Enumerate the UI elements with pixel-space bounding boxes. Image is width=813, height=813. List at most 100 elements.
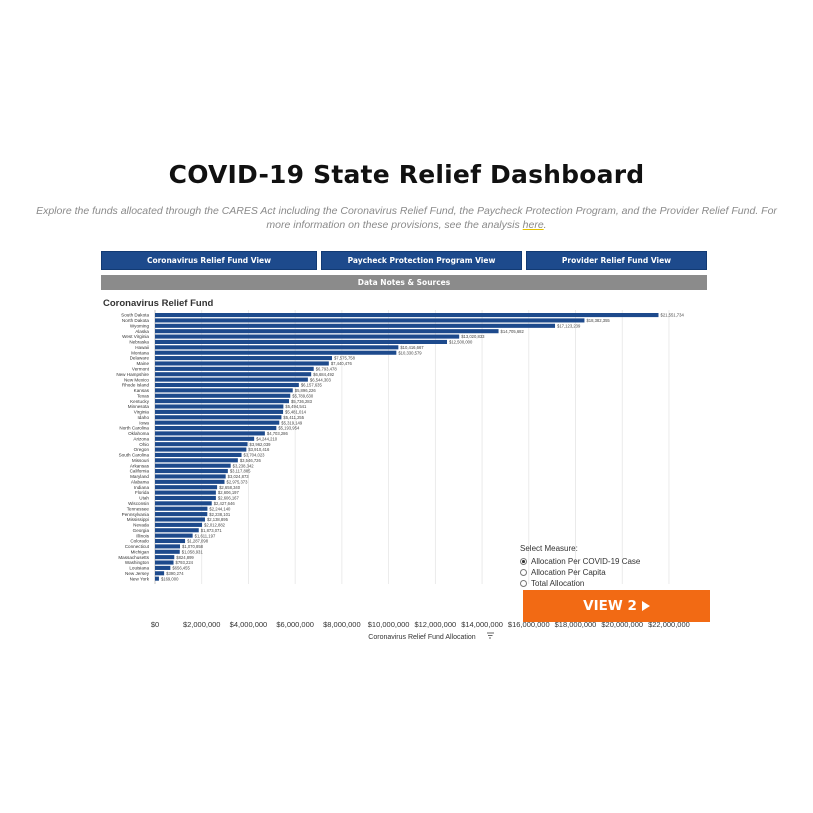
x-tick-label: $6,000,000 bbox=[276, 620, 314, 629]
value-label: $2,238,101 bbox=[209, 512, 231, 517]
bar bbox=[155, 517, 205, 522]
x-tick-label: $14,000,000 bbox=[461, 620, 503, 629]
x-axis-title: Coronavirus Relief Fund Allocation bbox=[368, 634, 475, 641]
radio-icon[interactable] bbox=[520, 580, 527, 587]
bar bbox=[155, 447, 247, 452]
bar bbox=[155, 506, 208, 511]
category-label: North Carolina bbox=[119, 426, 149, 431]
measure-option-per-case[interactable]: Allocation Per COVID-19 Case bbox=[520, 556, 640, 567]
value-label: $6,684,492 bbox=[313, 372, 335, 377]
bar bbox=[155, 549, 180, 554]
bar bbox=[155, 420, 280, 425]
ppp-view-button[interactable]: Paycheck Protection Program View bbox=[321, 251, 522, 270]
bar bbox=[155, 560, 174, 565]
bar bbox=[155, 544, 181, 549]
category-label: Rhode Island bbox=[122, 383, 150, 388]
bar bbox=[155, 361, 329, 366]
bar bbox=[155, 372, 312, 377]
subtitle-end: . bbox=[543, 219, 547, 231]
value-label: $2,606,167 bbox=[218, 496, 240, 501]
category-label: New Jersey bbox=[125, 571, 150, 576]
measure-selector: Select Measure: Allocation Per COVID-19 … bbox=[520, 544, 640, 589]
bar bbox=[155, 452, 242, 457]
category-label: California bbox=[130, 469, 150, 474]
category-label: Pennsylvania bbox=[122, 512, 150, 517]
value-label: $656,455 bbox=[172, 566, 190, 571]
value-label: $12,500,000 bbox=[449, 340, 473, 345]
category-label: Maine bbox=[136, 361, 149, 366]
value-label: $2,012,882 bbox=[204, 523, 226, 528]
prf-view-button[interactable]: Provider Relief Fund View bbox=[526, 251, 707, 270]
bar bbox=[155, 538, 186, 544]
bar bbox=[155, 528, 199, 533]
value-label: $3,546,726 bbox=[240, 458, 262, 463]
value-label: $1,287,098 bbox=[187, 539, 209, 544]
bar bbox=[155, 356, 332, 361]
value-label: $10,416,667 bbox=[400, 345, 424, 350]
bar bbox=[155, 409, 284, 414]
bar bbox=[155, 458, 238, 463]
bar bbox=[155, 533, 193, 538]
category-label: Idaho bbox=[138, 415, 150, 420]
x-tick-label: $10,000,000 bbox=[368, 620, 410, 629]
bar bbox=[155, 495, 216, 501]
value-label: $5,896,226 bbox=[295, 388, 317, 393]
category-label: Michigan bbox=[131, 549, 150, 554]
measure-option-total[interactable]: Total Allocation bbox=[520, 578, 640, 589]
value-label: $1,058,931 bbox=[182, 549, 204, 554]
bar bbox=[155, 425, 277, 431]
value-label: $2,427,646 bbox=[214, 501, 236, 506]
value-label: $5,736,283 bbox=[291, 399, 313, 404]
x-tick-label: $20,000,000 bbox=[601, 620, 643, 629]
radio-icon[interactable] bbox=[520, 569, 527, 576]
x-tick-label: $8,000,000 bbox=[323, 620, 361, 629]
bar bbox=[155, 366, 314, 371]
data-notes-button[interactable]: Data Notes & Sources bbox=[101, 275, 707, 290]
category-label: Wyoming bbox=[130, 323, 150, 328]
analysis-link[interactable]: here bbox=[522, 219, 544, 231]
category-label: Wisconsin bbox=[128, 501, 149, 506]
value-label: $1,873,071 bbox=[201, 528, 223, 533]
bar bbox=[155, 565, 171, 570]
x-tick-label: $12,000,000 bbox=[414, 620, 456, 629]
bar bbox=[155, 318, 585, 323]
bar bbox=[155, 334, 460, 339]
radio-selected-icon[interactable] bbox=[520, 558, 527, 565]
category-label: Colorado bbox=[130, 539, 149, 544]
category-label: Minnesota bbox=[128, 404, 150, 409]
x-tick-label: $18,000,000 bbox=[555, 620, 597, 629]
bar bbox=[155, 393, 291, 398]
bar bbox=[155, 382, 299, 388]
value-label: $2,244,140 bbox=[209, 506, 231, 511]
x-tick-label: $22,000,000 bbox=[648, 620, 690, 629]
bar bbox=[155, 313, 659, 318]
value-label: $6,793,478 bbox=[316, 367, 338, 372]
category-label: Hawaii bbox=[135, 345, 149, 350]
category-label: Kansas bbox=[134, 388, 150, 393]
bar bbox=[155, 377, 308, 382]
chart-title: Coronavirus Relief Fund bbox=[103, 298, 214, 309]
value-label: $390,274 bbox=[166, 571, 184, 576]
category-label: Utah bbox=[139, 496, 149, 501]
value-label: $4,244,210 bbox=[256, 436, 278, 441]
view-2-button[interactable]: VIEW 2 bbox=[523, 590, 710, 622]
category-label: New York bbox=[130, 576, 150, 581]
category-label: South Dakota bbox=[121, 313, 149, 318]
value-label: $7,575,758 bbox=[334, 356, 356, 361]
bar bbox=[155, 323, 556, 328]
measure-option-per-capita[interactable]: Allocation Per Capita bbox=[520, 567, 640, 578]
category-label: Kentucky bbox=[130, 399, 150, 404]
measure-label: Select Measure: bbox=[520, 544, 578, 553]
bar bbox=[155, 345, 399, 350]
bar bbox=[155, 463, 231, 468]
bar bbox=[155, 490, 216, 495]
category-label: Nebraska bbox=[129, 340, 149, 345]
sort-icon[interactable] bbox=[487, 632, 494, 639]
value-label: $1,070,858 bbox=[182, 544, 204, 549]
category-label: Arizona bbox=[133, 436, 149, 441]
bar bbox=[155, 431, 265, 436]
value-label: $793,224 bbox=[176, 560, 194, 565]
crf-view-button[interactable]: Coronavirus Relief Fund View bbox=[101, 251, 317, 270]
value-label: $3,704,023 bbox=[244, 453, 266, 458]
category-label: South Carolina bbox=[119, 453, 150, 458]
